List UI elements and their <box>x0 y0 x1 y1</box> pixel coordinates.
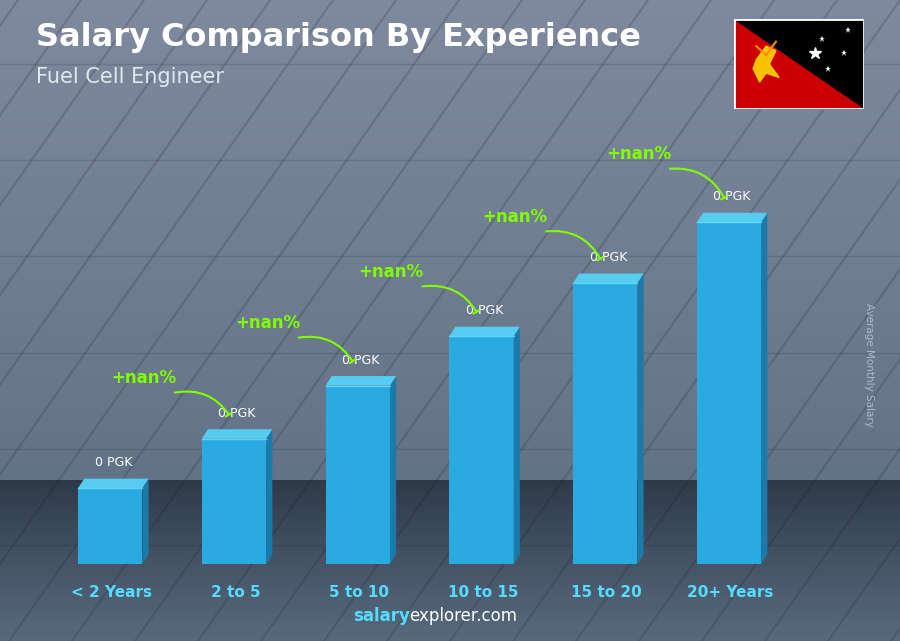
Polygon shape <box>390 376 396 564</box>
Text: 0 PGK: 0 PGK <box>714 190 751 203</box>
Polygon shape <box>734 19 864 109</box>
Text: +nan%: +nan% <box>482 208 547 226</box>
Polygon shape <box>202 429 273 438</box>
Text: 2 to 5: 2 to 5 <box>211 585 260 600</box>
Polygon shape <box>761 213 768 564</box>
Text: 15 to 20: 15 to 20 <box>572 585 643 600</box>
Text: explorer.com: explorer.com <box>410 607 518 625</box>
Polygon shape <box>142 479 148 564</box>
Text: 0 PGK: 0 PGK <box>94 456 132 469</box>
Polygon shape <box>326 376 396 385</box>
Bar <box>202 438 266 564</box>
Text: < 2 Years: < 2 Years <box>71 585 152 600</box>
Text: Average Monthly Salary: Average Monthly Salary <box>863 303 874 428</box>
Text: 0 PGK: 0 PGK <box>590 251 627 264</box>
Text: Fuel Cell Engineer: Fuel Cell Engineer <box>36 67 224 87</box>
Bar <box>573 283 637 564</box>
Polygon shape <box>514 327 520 564</box>
Text: 0 PGK: 0 PGK <box>219 407 256 420</box>
Polygon shape <box>573 274 643 283</box>
Bar <box>449 336 514 564</box>
Polygon shape <box>697 213 768 222</box>
Text: salary: salary <box>353 607 410 625</box>
Bar <box>326 385 390 564</box>
Text: 0 PGK: 0 PGK <box>466 304 503 317</box>
Text: 5 to 10: 5 to 10 <box>329 585 390 600</box>
Text: 0 PGK: 0 PGK <box>342 354 380 367</box>
Text: +nan%: +nan% <box>111 369 176 387</box>
Polygon shape <box>78 479 148 488</box>
Text: Salary Comparison By Experience: Salary Comparison By Experience <box>36 22 641 53</box>
Text: +nan%: +nan% <box>606 146 671 163</box>
Text: 10 to 15: 10 to 15 <box>448 585 518 600</box>
Text: +nan%: +nan% <box>358 263 424 281</box>
Bar <box>697 222 761 564</box>
Polygon shape <box>449 327 520 336</box>
Text: +nan%: +nan% <box>235 314 300 333</box>
Polygon shape <box>753 46 779 82</box>
Polygon shape <box>734 19 864 109</box>
Polygon shape <box>266 429 273 564</box>
Text: 20+ Years: 20+ Years <box>688 585 774 600</box>
Polygon shape <box>637 274 643 564</box>
Bar <box>78 488 142 564</box>
